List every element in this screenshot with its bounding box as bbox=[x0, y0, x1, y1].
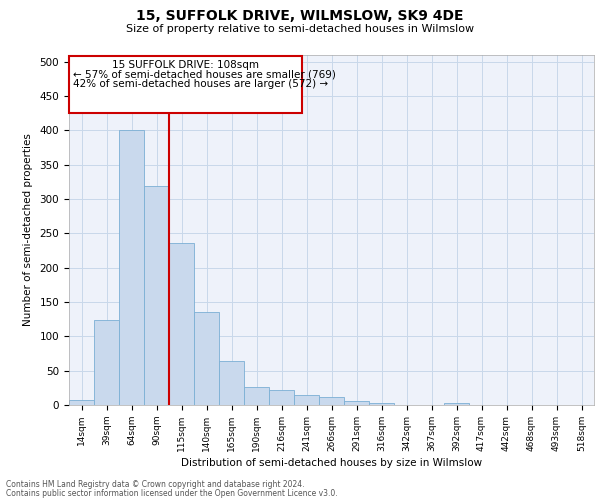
Text: ← 57% of semi-detached houses are smaller (769): ← 57% of semi-detached houses are smalle… bbox=[73, 70, 335, 80]
Bar bbox=[144, 186, 169, 405]
Bar bbox=[369, 403, 394, 405]
Text: Contains public sector information licensed under the Open Government Licence v3: Contains public sector information licen… bbox=[6, 489, 338, 498]
Bar bbox=[69, 400, 94, 405]
Bar bbox=[194, 312, 219, 405]
Text: Contains HM Land Registry data © Crown copyright and database right 2024.: Contains HM Land Registry data © Crown c… bbox=[6, 480, 305, 489]
Bar bbox=[94, 320, 119, 405]
Bar bbox=[444, 403, 469, 405]
Bar bbox=[169, 243, 194, 405]
Y-axis label: Number of semi-detached properties: Number of semi-detached properties bbox=[23, 134, 32, 326]
Bar bbox=[219, 361, 244, 405]
Bar bbox=[294, 396, 319, 405]
Bar bbox=[344, 401, 369, 405]
Text: Size of property relative to semi-detached houses in Wilmslow: Size of property relative to semi-detach… bbox=[126, 24, 474, 34]
Text: 15 SUFFOLK DRIVE: 108sqm: 15 SUFFOLK DRIVE: 108sqm bbox=[112, 60, 259, 70]
FancyBboxPatch shape bbox=[69, 56, 302, 114]
Bar bbox=[269, 390, 294, 405]
Bar bbox=[319, 397, 344, 405]
Bar bbox=[244, 387, 269, 405]
Text: 15, SUFFOLK DRIVE, WILMSLOW, SK9 4DE: 15, SUFFOLK DRIVE, WILMSLOW, SK9 4DE bbox=[136, 9, 464, 23]
Text: 42% of semi-detached houses are larger (572) →: 42% of semi-detached houses are larger (… bbox=[73, 79, 328, 89]
Bar bbox=[119, 130, 144, 405]
X-axis label: Distribution of semi-detached houses by size in Wilmslow: Distribution of semi-detached houses by … bbox=[181, 458, 482, 468]
